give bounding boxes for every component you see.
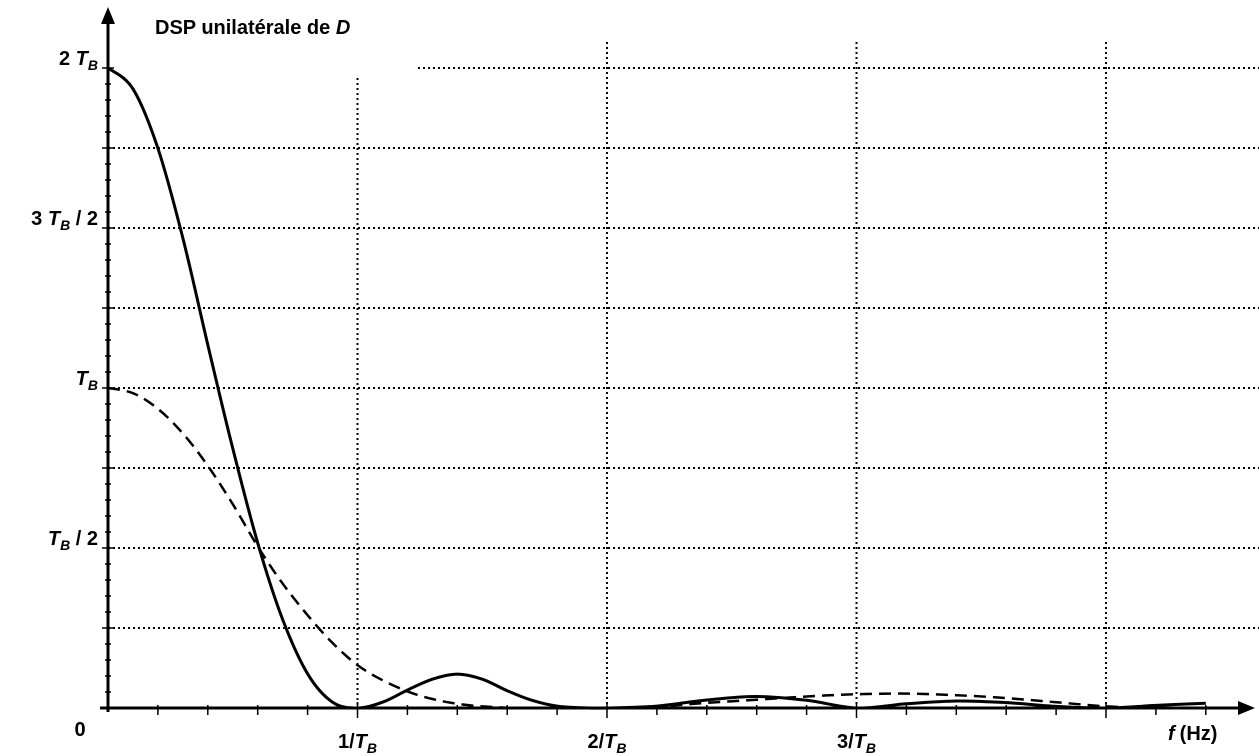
chart-title-var: D bbox=[336, 17, 350, 39]
x-tick-label: 3/TB bbox=[837, 731, 876, 756]
x-tick-label: 0 bbox=[74, 719, 85, 741]
x-axis-arrow bbox=[1238, 701, 1255, 715]
series-group bbox=[107, 66, 1206, 710]
chart-title-prefix: DSP unilatérale de bbox=[155, 17, 336, 39]
series-line-solid bbox=[107, 66, 1206, 710]
axes bbox=[100, 7, 1255, 715]
x-tick-label: 2/TB bbox=[587, 731, 626, 756]
labels: DSP unilatérale de D f (Hz) 2 TB 3 TB / 2 T… bbox=[31, 17, 1217, 756]
y-tick-label: TB / 2 bbox=[48, 528, 98, 553]
series-line-dashed bbox=[107, 386, 1156, 710]
y-tick-label: 3 TB / 2 bbox=[31, 208, 98, 233]
y-axis-arrow bbox=[101, 7, 115, 24]
chart-title: DSP unilatérale de D bbox=[155, 17, 350, 39]
x-axis-label-var: f bbox=[1168, 723, 1177, 745]
y-tick-label: TB bbox=[76, 368, 98, 393]
x-axis-label-unit: (Hz) bbox=[1180, 723, 1218, 745]
ticks bbox=[102, 67, 1207, 718]
grid bbox=[108, 42, 1259, 708]
y-tick-label: 2 TB bbox=[59, 48, 98, 73]
x-axis-label: f (Hz) bbox=[1168, 723, 1217, 745]
x-tick-label: 1/TB bbox=[338, 731, 377, 756]
